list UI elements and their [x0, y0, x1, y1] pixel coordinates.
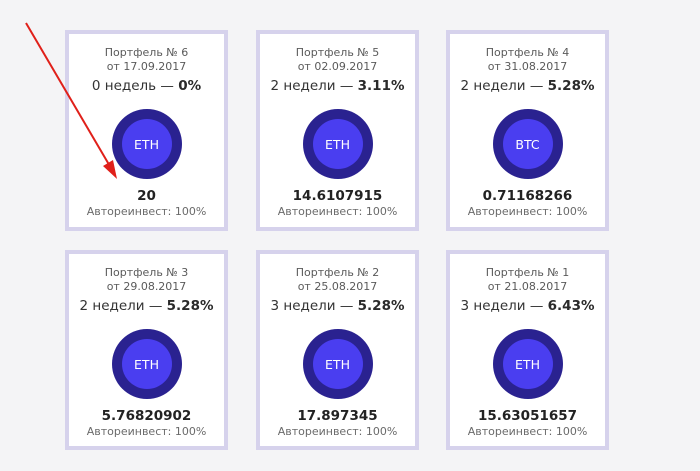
- portfolio-period: 3 недели: [270, 298, 336, 314]
- portfolio-period: 0 недель: [91, 78, 157, 94]
- portfolio-date: от 25.08.2017: [297, 280, 378, 293]
- portfolio-amount: 5.76820902: [101, 408, 192, 424]
- portfolio-amount: 20: [137, 188, 156, 204]
- portfolio-card[interactable]: Портфель № 1 от 21.08.2017 3 недели — 6.…: [446, 250, 609, 450]
- coin-label: ETH: [121, 119, 172, 169]
- portfolio-period-line: 3 недели — 5.28%: [260, 297, 415, 315]
- portfolio-period-line: 2 недели — 5.28%: [450, 77, 605, 95]
- portfolio-percent: 5.28%: [547, 78, 595, 94]
- portfolio-period-line: 0 недель — 0%: [69, 77, 224, 95]
- portfolio-title: Портфель № 2: [295, 266, 380, 279]
- portfolio-reinvest: Автореинвест: 100%: [86, 205, 207, 218]
- coin-icon: ETH: [492, 329, 563, 399]
- coin-icon: ETH: [302, 109, 373, 179]
- portfolio-date: от 21.08.2017: [487, 280, 568, 293]
- portfolio-period: 2 недели: [460, 78, 526, 94]
- dash: —: [529, 298, 544, 314]
- portfolio-period: 3 недели: [460, 298, 526, 314]
- coin-label: ETH: [121, 339, 172, 389]
- coin-label: ETH: [312, 339, 363, 389]
- coin-label: ETH: [312, 119, 363, 169]
- portfolio-reinvest: Автореинвест: 100%: [277, 425, 398, 438]
- portfolio-amount: 14.6107915: [292, 188, 383, 204]
- portfolio-reinvest: Автореинвест: 100%: [86, 425, 207, 438]
- portfolio-percent: 0%: [178, 78, 202, 94]
- coin-label: ETH: [502, 339, 553, 389]
- portfolio-percent: 5.28%: [166, 298, 214, 314]
- dash: —: [148, 298, 163, 314]
- portfolio-title: Портфель № 6: [104, 46, 189, 59]
- portfolio-period-line: 2 недели — 5.28%: [69, 297, 224, 315]
- portfolio-period: 2 недели: [270, 78, 336, 94]
- portfolio-date: от 17.09.2017: [106, 60, 187, 73]
- coin-icon: ETH: [111, 109, 182, 179]
- portfolio-reinvest: Автореинвест: 100%: [467, 205, 588, 218]
- portfolio-amount: 17.897345: [297, 408, 378, 424]
- portfolio-title: Портфель № 3: [104, 266, 189, 279]
- portfolio-date: от 02.09.2017: [297, 60, 378, 73]
- portfolio-card[interactable]: Портфель № 2 от 25.08.2017 3 недели — 5.…: [256, 250, 419, 450]
- portfolio-percent: 6.43%: [547, 298, 595, 314]
- portfolio-reinvest: Автореинвест: 100%: [277, 205, 398, 218]
- portfolio-title: Портфель № 1: [485, 266, 570, 279]
- portfolio-card[interactable]: Портфель № 3 от 29.08.2017 2 недели — 5.…: [65, 250, 228, 450]
- portfolio-amount: 0.71168266: [482, 188, 573, 204]
- portfolio-reinvest: Автореинвест: 100%: [467, 425, 588, 438]
- portfolio-date: от 29.08.2017: [106, 280, 187, 293]
- portfolio-period-line: 2 недели — 3.11%: [260, 77, 415, 95]
- portfolio-title: Портфель № 5: [295, 46, 380, 59]
- coin-icon: ETH: [111, 329, 182, 399]
- coin-label: BTC: [502, 119, 553, 169]
- portfolio-percent: 5.28%: [357, 298, 405, 314]
- coin-icon: ETH: [302, 329, 373, 399]
- portfolio-period: 2 недели: [79, 298, 145, 314]
- dash: —: [160, 78, 174, 94]
- dash: —: [529, 78, 544, 94]
- portfolio-card[interactable]: Портфель № 6 от 17.09.2017 0 недель — 0%…: [65, 30, 228, 231]
- portfolio-card[interactable]: Портфель № 5 от 02.09.2017 2 недели — 3.…: [256, 30, 419, 231]
- coin-icon: BTC: [492, 109, 563, 179]
- portfolio-percent: 3.11%: [357, 78, 405, 94]
- dash: —: [339, 298, 354, 314]
- portfolio-date: от 31.08.2017: [487, 60, 568, 73]
- portfolio-card[interactable]: Портфель № 4 от 31.08.2017 2 недели — 5.…: [446, 30, 609, 231]
- portfolio-title: Портфель № 4: [485, 46, 570, 59]
- portfolio-period-line: 3 недели — 6.43%: [450, 297, 605, 315]
- dash: —: [339, 78, 354, 94]
- portfolio-amount: 15.63051657: [477, 408, 578, 424]
